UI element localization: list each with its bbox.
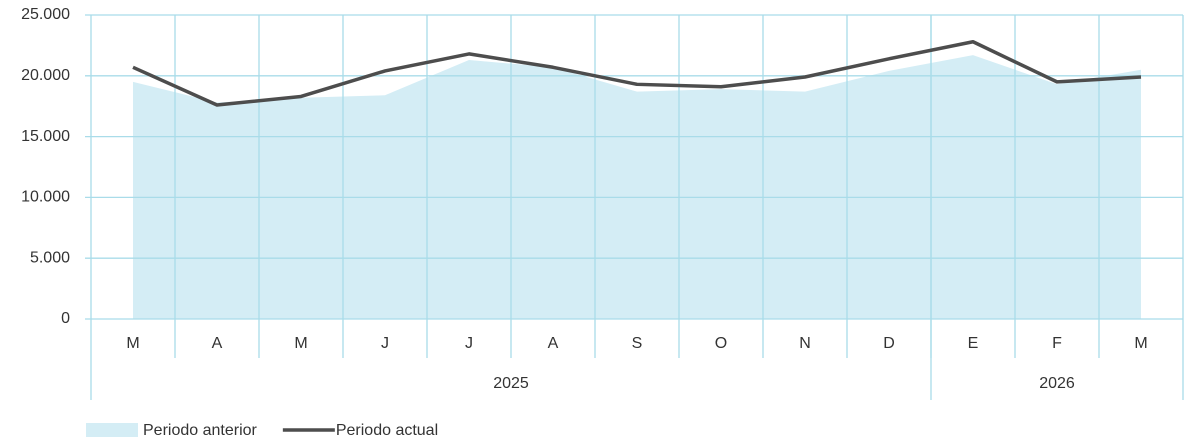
x-tick-label: N: [799, 335, 811, 352]
legend-label: Periodo anterior: [143, 422, 258, 439]
x-tick-label: O: [715, 335, 727, 352]
x-tick-label: J: [381, 335, 389, 352]
x-tick-label: E: [968, 335, 979, 352]
x-tick-label: M: [294, 335, 307, 352]
year-label: 2026: [1039, 375, 1075, 392]
x-tick-label: D: [883, 335, 895, 352]
y-tick-label: 10.000: [21, 189, 70, 206]
x-tick-label: F: [1052, 335, 1062, 352]
line: [132, 40, 1142, 107]
y-tick-label: 5.000: [30, 249, 70, 266]
x-tick-label: A: [548, 335, 559, 352]
x-tick-label: M: [1134, 335, 1147, 352]
area: [133, 55, 1141, 320]
x-tick-label: S: [632, 335, 643, 352]
x-tick-label: M: [126, 335, 139, 352]
legend-label: Periodo actual: [336, 422, 438, 439]
y-tick-label: 20.000: [21, 67, 70, 84]
y-tick-label: 0: [61, 310, 70, 327]
x-tick-label: A: [212, 335, 223, 352]
legend-swatch: [86, 423, 138, 437]
x-tick-label: J: [465, 335, 473, 352]
y-tick-label: 15.000: [21, 128, 70, 145]
year-label: 2025: [493, 375, 529, 392]
y-tick-label: 25.000: [21, 6, 70, 23]
